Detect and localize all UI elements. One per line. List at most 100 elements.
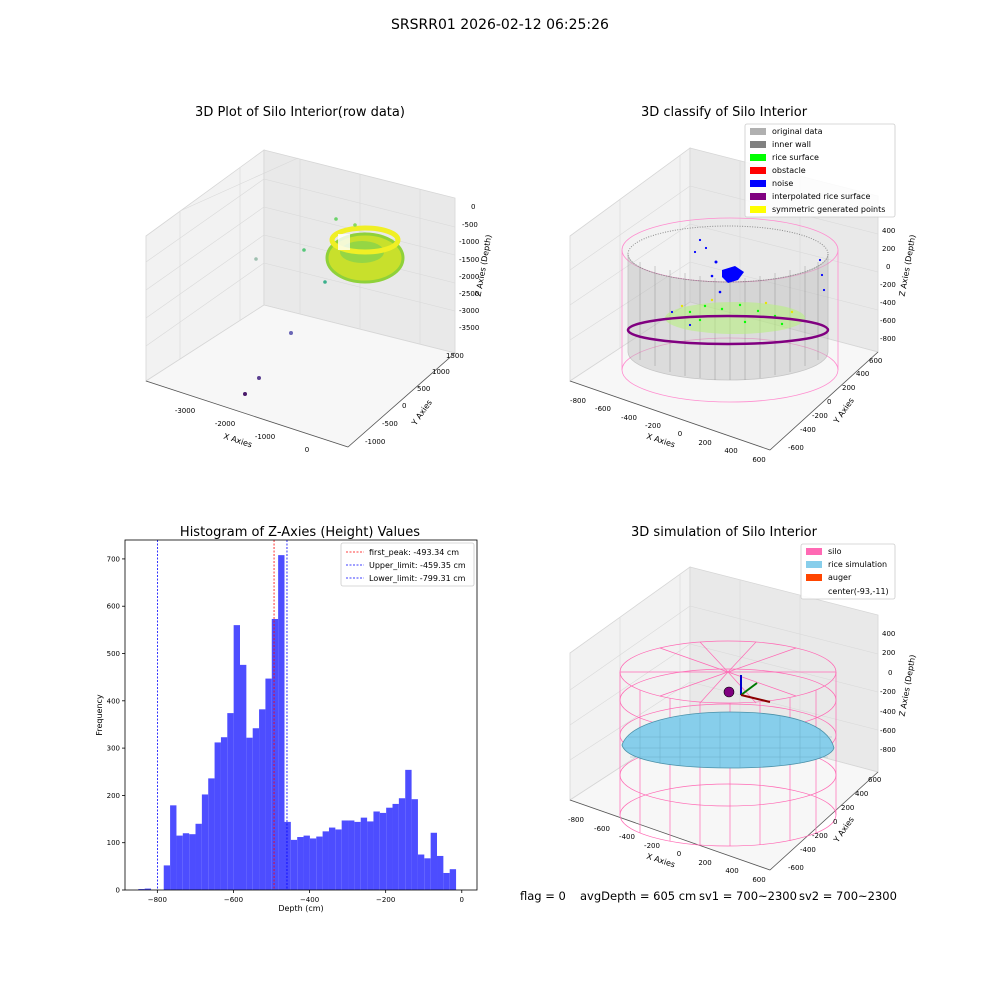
histogram-bar [449, 869, 457, 890]
panel2-x-ticks: -800 -600 -400 -200 0 200 400 600 [570, 397, 766, 464]
histogram-legend: first_peak: -493.34 cm Upper_limit: -459… [340, 542, 475, 587]
legend-label: inner wall [772, 140, 811, 149]
histogram-y-tick-label: 100 [107, 839, 120, 847]
panel-classify-3d: 3D classify of Silo Interior [569, 105, 917, 464]
legend-swatch-auger [806, 574, 822, 581]
p4-ytick: 400 [855, 790, 868, 798]
histogram-bar [259, 709, 266, 890]
footer-sv2: sv2 = 700~2300 [799, 889, 897, 903]
panel1-title: 3D Plot of Silo Interior(row data) [195, 105, 405, 120]
legend-label: noise [772, 179, 793, 188]
panel1-silo-cloud-top [329, 225, 401, 255]
histogram-bar [386, 807, 393, 890]
histogram-bar [208, 778, 215, 890]
legend-label: auger [828, 573, 852, 582]
p4-xlabel: X Axies [645, 852, 676, 870]
p1-xtick: -3000 [175, 407, 195, 415]
p2-ylabel: Y Axies [831, 396, 856, 426]
legend-swatch-inner-wall [750, 141, 766, 148]
p4-xtick: -400 [619, 833, 635, 841]
histogram-bar [284, 821, 291, 890]
p4-xtick: 400 [725, 867, 738, 875]
p4-xtick: 0 [677, 850, 681, 858]
figure-title: SRSRR01 2026-02-12 06:25:26 [391, 17, 609, 33]
p2-ztick: 0 [886, 263, 890, 271]
legend-label: obstacle [772, 166, 806, 175]
p4-ztick: 200 [882, 649, 895, 657]
p4-ytick: 0 [833, 818, 837, 826]
histogram-bar [246, 737, 253, 890]
histogram-bar [398, 798, 406, 890]
p1-xtick: -1000 [255, 433, 275, 441]
legend-swatch-silo [806, 548, 822, 555]
panel2-legend: original data inner wall rice surface ob… [744, 123, 896, 218]
p2-ztick: -400 [880, 299, 896, 307]
p1-ztick: -1500 [459, 256, 479, 264]
p4-xtick: -200 [644, 842, 660, 850]
p4-xtick: 600 [752, 876, 765, 884]
p1-ztick: -2500 [459, 290, 479, 298]
legend-label: first_peak: -493.34 cm [369, 548, 459, 557]
footer-flag: flag = 0 [520, 889, 566, 903]
p2-ytick: -600 [788, 444, 804, 452]
legend-label: rice simulation [828, 560, 887, 569]
histogram-y-tick-label: 700 [107, 555, 120, 563]
p2-ytick: 0 [827, 398, 831, 406]
histogram-bar [144, 888, 152, 890]
p2-xtick: 200 [698, 439, 711, 447]
panel-simulation-3d: 3D simulation of Silo Interior [568, 525, 917, 884]
histogram-bar [252, 728, 260, 890]
p2-ztick: 200 [882, 245, 895, 253]
legend-label: symmetric generated points [772, 205, 885, 214]
panel4-y-ticks: -600 -400 -200 0 200 400 600 [788, 776, 881, 872]
panel4-auger-axes [740, 675, 771, 703]
histogram-y-tick-label: 200 [107, 792, 120, 800]
p2-xlabel: X Axies [645, 432, 676, 450]
p2-xtick: 0 [678, 430, 682, 438]
p2-ytick: -200 [812, 412, 828, 420]
panel2-grid [569, 155, 879, 348]
histogram-bar [214, 742, 221, 890]
panel-histogram: Histogram of Z-Axies (Height) Values −80… [95, 525, 478, 913]
histogram-bar [411, 799, 418, 890]
histogram-bar [297, 837, 304, 890]
legend-swatch-interpolated [750, 193, 766, 200]
histogram-x-tick-label: −800 [148, 896, 167, 904]
histogram-bar [417, 854, 425, 890]
p2-xtick: -600 [595, 405, 611, 413]
p4-ytick: -600 [788, 864, 804, 872]
panel2-interpolated-ring [626, 314, 830, 346]
histogram-x-ticks: −800 −600 −400 −200 0 [148, 890, 464, 904]
histogram-bar [233, 625, 240, 890]
p1-xtick: -2000 [215, 420, 235, 428]
histogram-bar [303, 835, 310, 890]
histogram-bars [138, 555, 457, 890]
histogram-bar [176, 835, 183, 890]
panel2-rice-points [688, 303, 784, 326]
p4-ztick: -200 [880, 688, 896, 696]
panel4-legend: silo rice simulation auger center(-93,-1… [800, 543, 896, 600]
panel1-silo-gap [338, 234, 350, 250]
histogram-bar [379, 812, 387, 890]
histogram-bar [392, 803, 399, 890]
p4-ztick: -400 [880, 708, 896, 716]
histogram-bar [443, 872, 450, 890]
p2-xtick: 600 [752, 456, 765, 464]
p1-xtick: 0 [305, 446, 309, 454]
histogram-x-tick-label: −400 [300, 896, 319, 904]
histogram-bar [430, 832, 438, 890]
p2-ztick: 400 [882, 227, 895, 235]
histogram-bar [163, 865, 171, 890]
legend-label: silo [828, 547, 842, 556]
histogram-y-tick-label: 600 [107, 603, 120, 611]
histogram-y-tick-label: 400 [107, 697, 120, 705]
p1-xlabel: X Axies [222, 432, 253, 450]
legend-swatch-obstacle [750, 167, 766, 174]
panel1-sparse-points [243, 217, 357, 396]
p2-ztick: -800 [880, 335, 896, 343]
p4-ytick: 200 [841, 804, 854, 812]
legend-swatch-rice-surface [750, 154, 766, 161]
legend-swatch-noise [750, 180, 766, 187]
p1-ztick: -3500 [459, 324, 479, 332]
p1-ytick: -500 [382, 420, 398, 428]
